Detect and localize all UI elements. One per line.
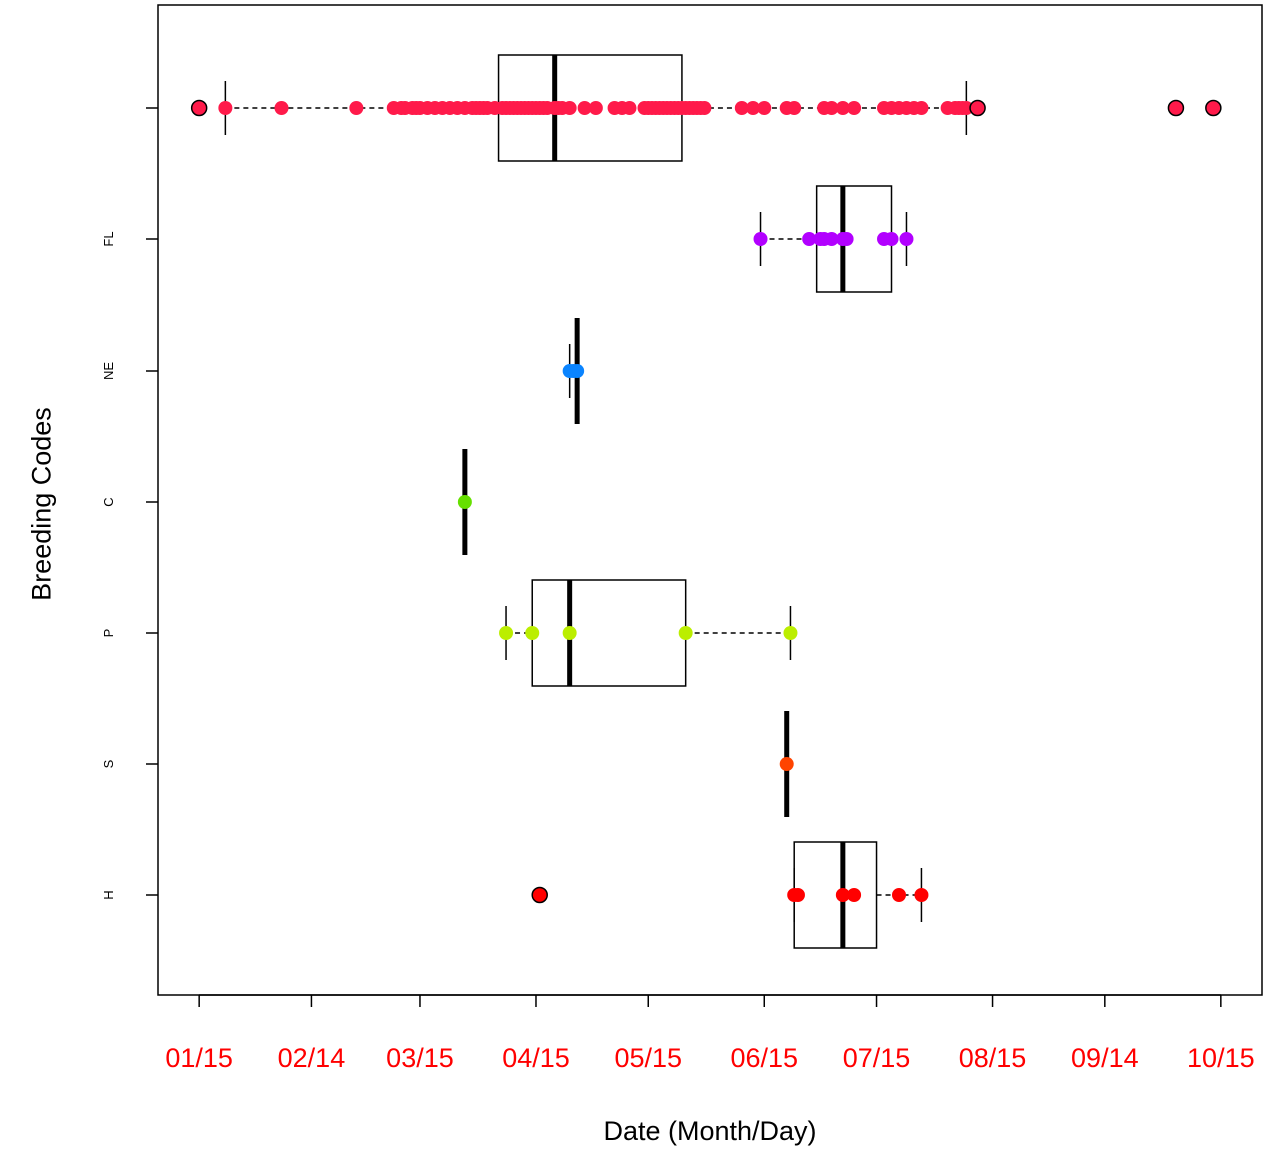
plot-frame [157,4,1263,996]
data-point [790,888,805,902]
x-tick-label: 07/15 [843,1043,911,1073]
y-tick-label: P [101,629,116,638]
y-tick-label: FL [101,231,116,246]
data-point [835,888,850,902]
outlier-point [969,99,986,117]
data-point [757,101,772,115]
outlier-point [190,99,208,117]
data-point [562,626,577,640]
data-point [588,101,603,115]
data-point [218,101,233,115]
y-tick-label: NE [101,362,116,380]
data-point [839,232,854,246]
x-tick-label: 04/15 [502,1043,570,1073]
data-point [697,101,712,115]
data-point [349,101,364,115]
data-point [457,495,472,509]
x-axis-title: Date (Month/Day) [603,1116,817,1146]
data-point [914,101,929,115]
x-tick-label: 03/15 [386,1043,454,1073]
data-point [570,364,585,378]
box-rect [531,579,687,687]
data-point [678,626,693,640]
data-point [847,101,862,115]
point-layer [190,99,1222,904]
y-axis-title: Breeding Codes [26,407,57,601]
y-axis-title-wrap: Breeding Codes [12,0,57,1008]
data-point [746,101,761,115]
data-point [783,626,798,640]
box-layer [224,54,968,949]
data-point [899,232,914,246]
x-axis-ticks: 01/15 02/14 03/15 04/15 05/15 06/15 07/15 08/15… [165,994,1255,1073]
x-tick-label: 02/14 [278,1043,346,1073]
y-axis-ticks: FL NE C P S H [101,107,158,900]
data-point [802,232,817,246]
x-tick-label: 09/14 [1071,1043,1139,1073]
data-point [835,101,850,115]
y-tick-label: C [101,497,116,506]
data-point [274,101,289,115]
data-point [499,626,514,640]
outlier-point [1205,99,1222,117]
outlier-point [531,886,548,904]
x-tick-label: 01/15 [165,1043,233,1073]
data-point [847,888,862,902]
outlier-point [1167,99,1185,117]
x-tick-label: 05/15 [614,1043,682,1073]
data-point [824,232,839,246]
data-point [525,626,540,640]
data-point [779,757,794,771]
data-point [734,101,749,115]
x-tick-label: 08/15 [959,1043,1027,1073]
box-rect [793,841,878,949]
y-tick-label: H [101,890,116,899]
data-point [891,888,906,902]
data-point [753,232,768,246]
data-point [884,232,899,246]
data-point [914,888,929,902]
data-point [787,101,802,115]
box-group [505,579,792,687]
data-point [959,101,974,115]
data-point [824,101,839,115]
x-tick-label: 10/15 [1187,1043,1255,1073]
data-point [577,101,592,115]
data-point [622,101,637,115]
data-point [562,101,577,115]
x-tick-label: 06/15 [730,1043,798,1073]
y-tick-label: S [101,759,116,768]
